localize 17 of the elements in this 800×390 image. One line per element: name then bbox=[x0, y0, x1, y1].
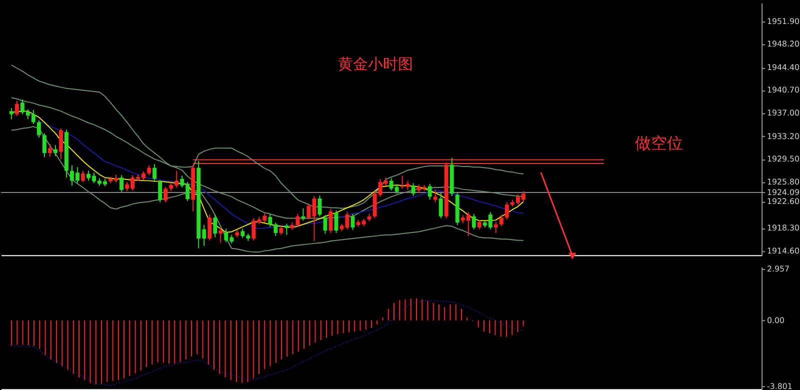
y-tick-label: 1937.00 bbox=[766, 108, 800, 118]
y-tick-label: 2.957 bbox=[766, 264, 790, 274]
y-tick-label: 1914.60 bbox=[766, 246, 800, 256]
y-tick-label: 1922.60 bbox=[766, 197, 800, 206]
y-tick-label: 1940.70 bbox=[766, 86, 800, 95]
text: 做空位 bbox=[635, 134, 684, 153]
y-tick-label: 1951.90 bbox=[766, 16, 800, 26]
text: 黄金小时图 bbox=[338, 56, 413, 73]
y-tick-label: 1918.30 bbox=[766, 224, 800, 233]
y-tick-label: 1925.80 bbox=[766, 177, 800, 186]
y-tick-label: 1924.09 bbox=[766, 188, 800, 197]
y-tick-label: 1948.20 bbox=[766, 40, 800, 49]
y-tick-label: 1933.20 bbox=[766, 132, 800, 141]
y-tick-label: 1944.40 bbox=[766, 62, 800, 72]
y-tick-label: 0.00 bbox=[766, 316, 785, 325]
y-tick-label: -3.801 bbox=[766, 382, 792, 390]
y-tick-label: 1929.50 bbox=[766, 154, 800, 164]
